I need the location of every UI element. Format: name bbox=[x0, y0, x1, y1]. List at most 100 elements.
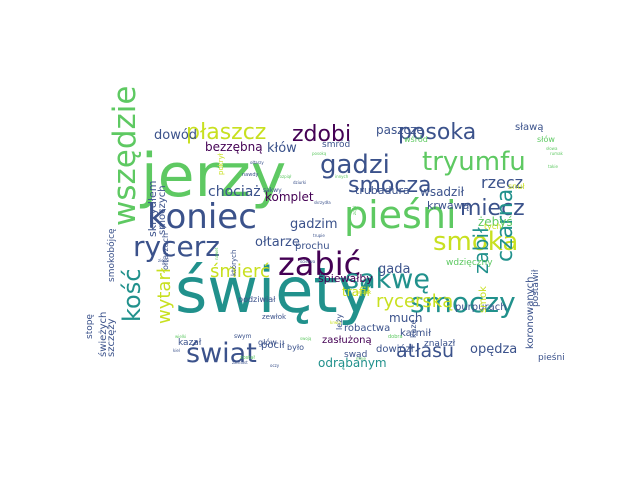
cloud-word: smród bbox=[322, 139, 350, 150]
cloud-word: sławą bbox=[515, 122, 544, 133]
cloud-word: dobra bbox=[388, 334, 403, 340]
cloud-word: dowód bbox=[154, 128, 197, 143]
cloud-word: sakwy bbox=[263, 187, 282, 194]
cloud-word: swoją bbox=[300, 336, 312, 341]
cloud-word: postawił bbox=[531, 269, 541, 307]
cloud-word: pocił bbox=[261, 340, 285, 351]
cloud-word: święty bbox=[175, 254, 374, 327]
cloud-word: smok bbox=[478, 286, 489, 313]
cloud-word: tych bbox=[484, 222, 501, 231]
cloud-word: dowiózł bbox=[376, 343, 414, 355]
cloud-word: zabić bbox=[278, 245, 361, 283]
cloud-word: robactwa bbox=[344, 323, 390, 334]
cloud-word: paszczę bbox=[376, 123, 424, 137]
cloud-word: sakwę bbox=[345, 264, 430, 295]
cloud-word: trupie bbox=[313, 233, 325, 238]
cloud-word: atłasu bbox=[396, 340, 454, 362]
cloud-word: ołtarzach bbox=[161, 233, 170, 270]
cloud-word: ołtarzy bbox=[250, 160, 264, 165]
cloud-word: głów bbox=[258, 337, 277, 347]
cloud-word: smocza bbox=[348, 173, 431, 198]
cloud-word: komplet bbox=[265, 190, 314, 204]
cloud-word: zamiast bbox=[232, 360, 248, 365]
cloud-word: smoczych bbox=[157, 185, 168, 235]
cloud-word: wielki bbox=[175, 334, 186, 339]
cloud-word: swym bbox=[234, 333, 252, 340]
cloud-word: much bbox=[389, 311, 423, 325]
cloud-word: rycerską bbox=[376, 291, 453, 312]
cloud-word: słów bbox=[537, 134, 555, 144]
cloud-word: dziurki bbox=[293, 180, 306, 185]
cloud-word: posoka bbox=[398, 120, 476, 145]
cloud-word: świeżych bbox=[97, 312, 109, 357]
cloud-word: bezzębną bbox=[205, 140, 263, 154]
cloud-word: zdjął bbox=[352, 205, 357, 215]
cloud-word: nawet bbox=[214, 247, 219, 260]
cloud-word: gadzim bbox=[290, 217, 338, 232]
cloud-word: wsadził bbox=[420, 185, 465, 199]
cloud-word: ziemi bbox=[158, 258, 169, 263]
cloud-word: smoczy bbox=[410, 286, 516, 319]
cloud-word: czarna bbox=[493, 189, 518, 262]
cloud-word: stopę bbox=[85, 314, 95, 339]
cloud-word: pieśni bbox=[344, 193, 457, 237]
cloud-word: został bbox=[240, 355, 255, 361]
cloud-word: szczęży bbox=[106, 318, 117, 357]
cloud-word: leży bbox=[335, 314, 344, 330]
cloud-word: żebyś bbox=[478, 215, 513, 229]
cloud-word: wdzięczny bbox=[446, 258, 493, 268]
cloud-word: trubadura bbox=[355, 184, 410, 197]
cloud-word: ścierwa bbox=[300, 259, 316, 264]
cloud-word: swąd bbox=[344, 350, 367, 360]
cloud-word: tryumfu bbox=[422, 147, 526, 177]
cloud-word: prochu bbox=[295, 241, 330, 252]
cloud-word: krwią bbox=[330, 320, 341, 325]
cloud-word: świat bbox=[186, 338, 257, 369]
cloud-word: śpiewałby bbox=[318, 272, 373, 285]
cloud-word: wszędzie bbox=[107, 86, 143, 226]
cloud-word: znalazł bbox=[424, 339, 456, 349]
cloud-word: nawdy bbox=[242, 172, 258, 178]
cloud-word: rycerz bbox=[133, 230, 220, 263]
cloud-word: karmił bbox=[400, 328, 431, 339]
cloud-word: słowa bbox=[546, 146, 558, 151]
cloud-word: rozpiął bbox=[278, 174, 292, 179]
cloud-word: zewłok bbox=[262, 313, 287, 321]
cloud-word: snuł bbox=[508, 182, 525, 191]
cloud-word: mnie bbox=[356, 356, 367, 361]
cloud-word: gada bbox=[378, 262, 410, 277]
cloud-word: jerzy bbox=[139, 141, 286, 211]
cloud-word: podziwiał bbox=[238, 295, 276, 304]
cloud-word: odrąbanym bbox=[318, 356, 387, 370]
cloud-word: śmierć bbox=[210, 261, 270, 282]
cloud-word: koronowanych bbox=[525, 277, 536, 349]
cloud-word: których bbox=[230, 250, 238, 276]
cloud-word: kiel bbox=[173, 348, 180, 353]
cloud-word: ołtarze bbox=[255, 235, 300, 250]
cloud-word: smoka bbox=[433, 227, 518, 257]
cloud-word: koniec bbox=[147, 197, 257, 237]
cloud-word: zdobi bbox=[292, 122, 351, 147]
cloud-word: trafił bbox=[342, 285, 371, 299]
cloud-word: opędza bbox=[470, 342, 517, 357]
cloud-word: pokrył bbox=[217, 153, 225, 175]
cloud-word: zabił bbox=[469, 227, 493, 274]
cloud-word: wytarł bbox=[154, 267, 175, 324]
cloud-word: wszak bbox=[356, 290, 371, 296]
cloud-word: oczy bbox=[270, 363, 280, 368]
cloud-word: płaszcz bbox=[186, 120, 266, 145]
cloud-word: purpurach bbox=[455, 302, 507, 313]
cloud-word: rumak bbox=[550, 151, 564, 156]
cloud-word: posoką bbox=[312, 151, 327, 156]
cloud-word: kazę bbox=[409, 319, 418, 338]
cloud-word: takie bbox=[548, 164, 558, 169]
cloud-word: smokobójcę bbox=[106, 228, 117, 282]
cloud-word: wśród bbox=[404, 134, 428, 144]
cloud-word: kość bbox=[118, 269, 146, 322]
cloud-word: rzecz bbox=[481, 173, 523, 192]
cloud-word: skrzydłem bbox=[146, 181, 159, 238]
cloud-word: zasłużoną bbox=[322, 335, 372, 346]
cloud-word: krwawą bbox=[427, 199, 470, 212]
cloud-word: chociaż bbox=[208, 184, 261, 200]
